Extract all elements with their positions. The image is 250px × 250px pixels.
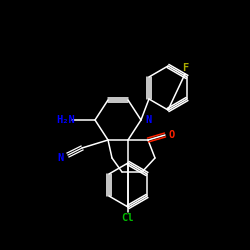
Text: N: N	[145, 115, 151, 125]
Text: N: N	[57, 153, 63, 163]
Text: O: O	[169, 130, 175, 140]
Text: H₂N: H₂N	[56, 115, 76, 125]
Text: Cl: Cl	[122, 213, 134, 223]
Text: F: F	[182, 63, 188, 73]
